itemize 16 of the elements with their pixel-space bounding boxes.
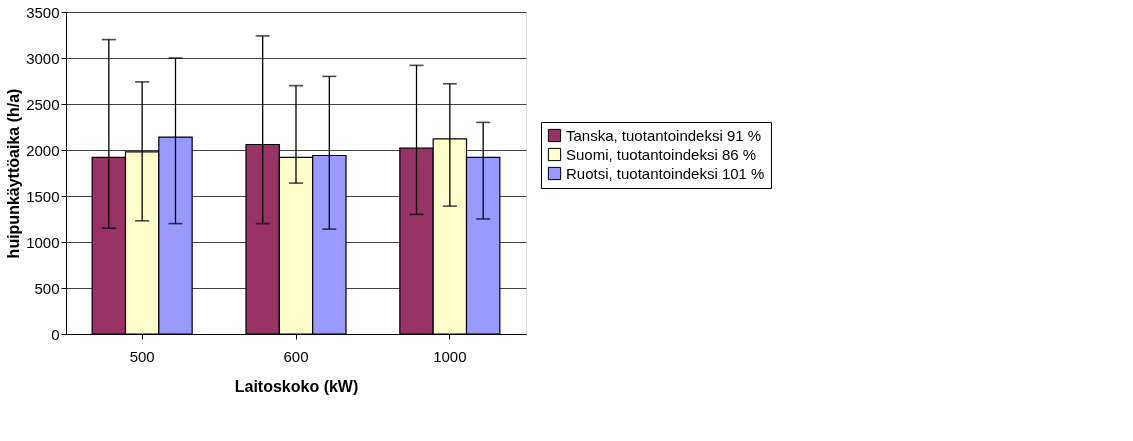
y-tick-label: 1500 <box>26 187 60 205</box>
y-tick-label: 3500 <box>26 3 60 21</box>
legend-label: Ruotsi, tuotantoindeksi 101 % <box>566 164 765 182</box>
y-tick-label: 1000 <box>26 233 60 251</box>
x-tick-label: 1000 <box>433 347 467 365</box>
y-tick-label: 500 <box>34 279 60 297</box>
y-axis-title: huipunkäyttöaika (h/a) <box>5 88 23 259</box>
x-tick-label: 500 <box>129 347 155 365</box>
y-tick-label: 2500 <box>26 95 60 113</box>
legend-label: Suomi, tuotantoindeksi 86 % <box>566 145 757 163</box>
x-axis-title: Laitoskoko (kW) <box>234 377 359 395</box>
y-tick-label: 0 <box>51 325 60 343</box>
y-tick-label: 2000 <box>26 141 60 159</box>
x-tick-label: 600 <box>283 347 309 365</box>
legend-label: Tanska, tuotantoindeksi 91 % <box>566 126 762 144</box>
y-tick-label: 3000 <box>26 49 60 67</box>
